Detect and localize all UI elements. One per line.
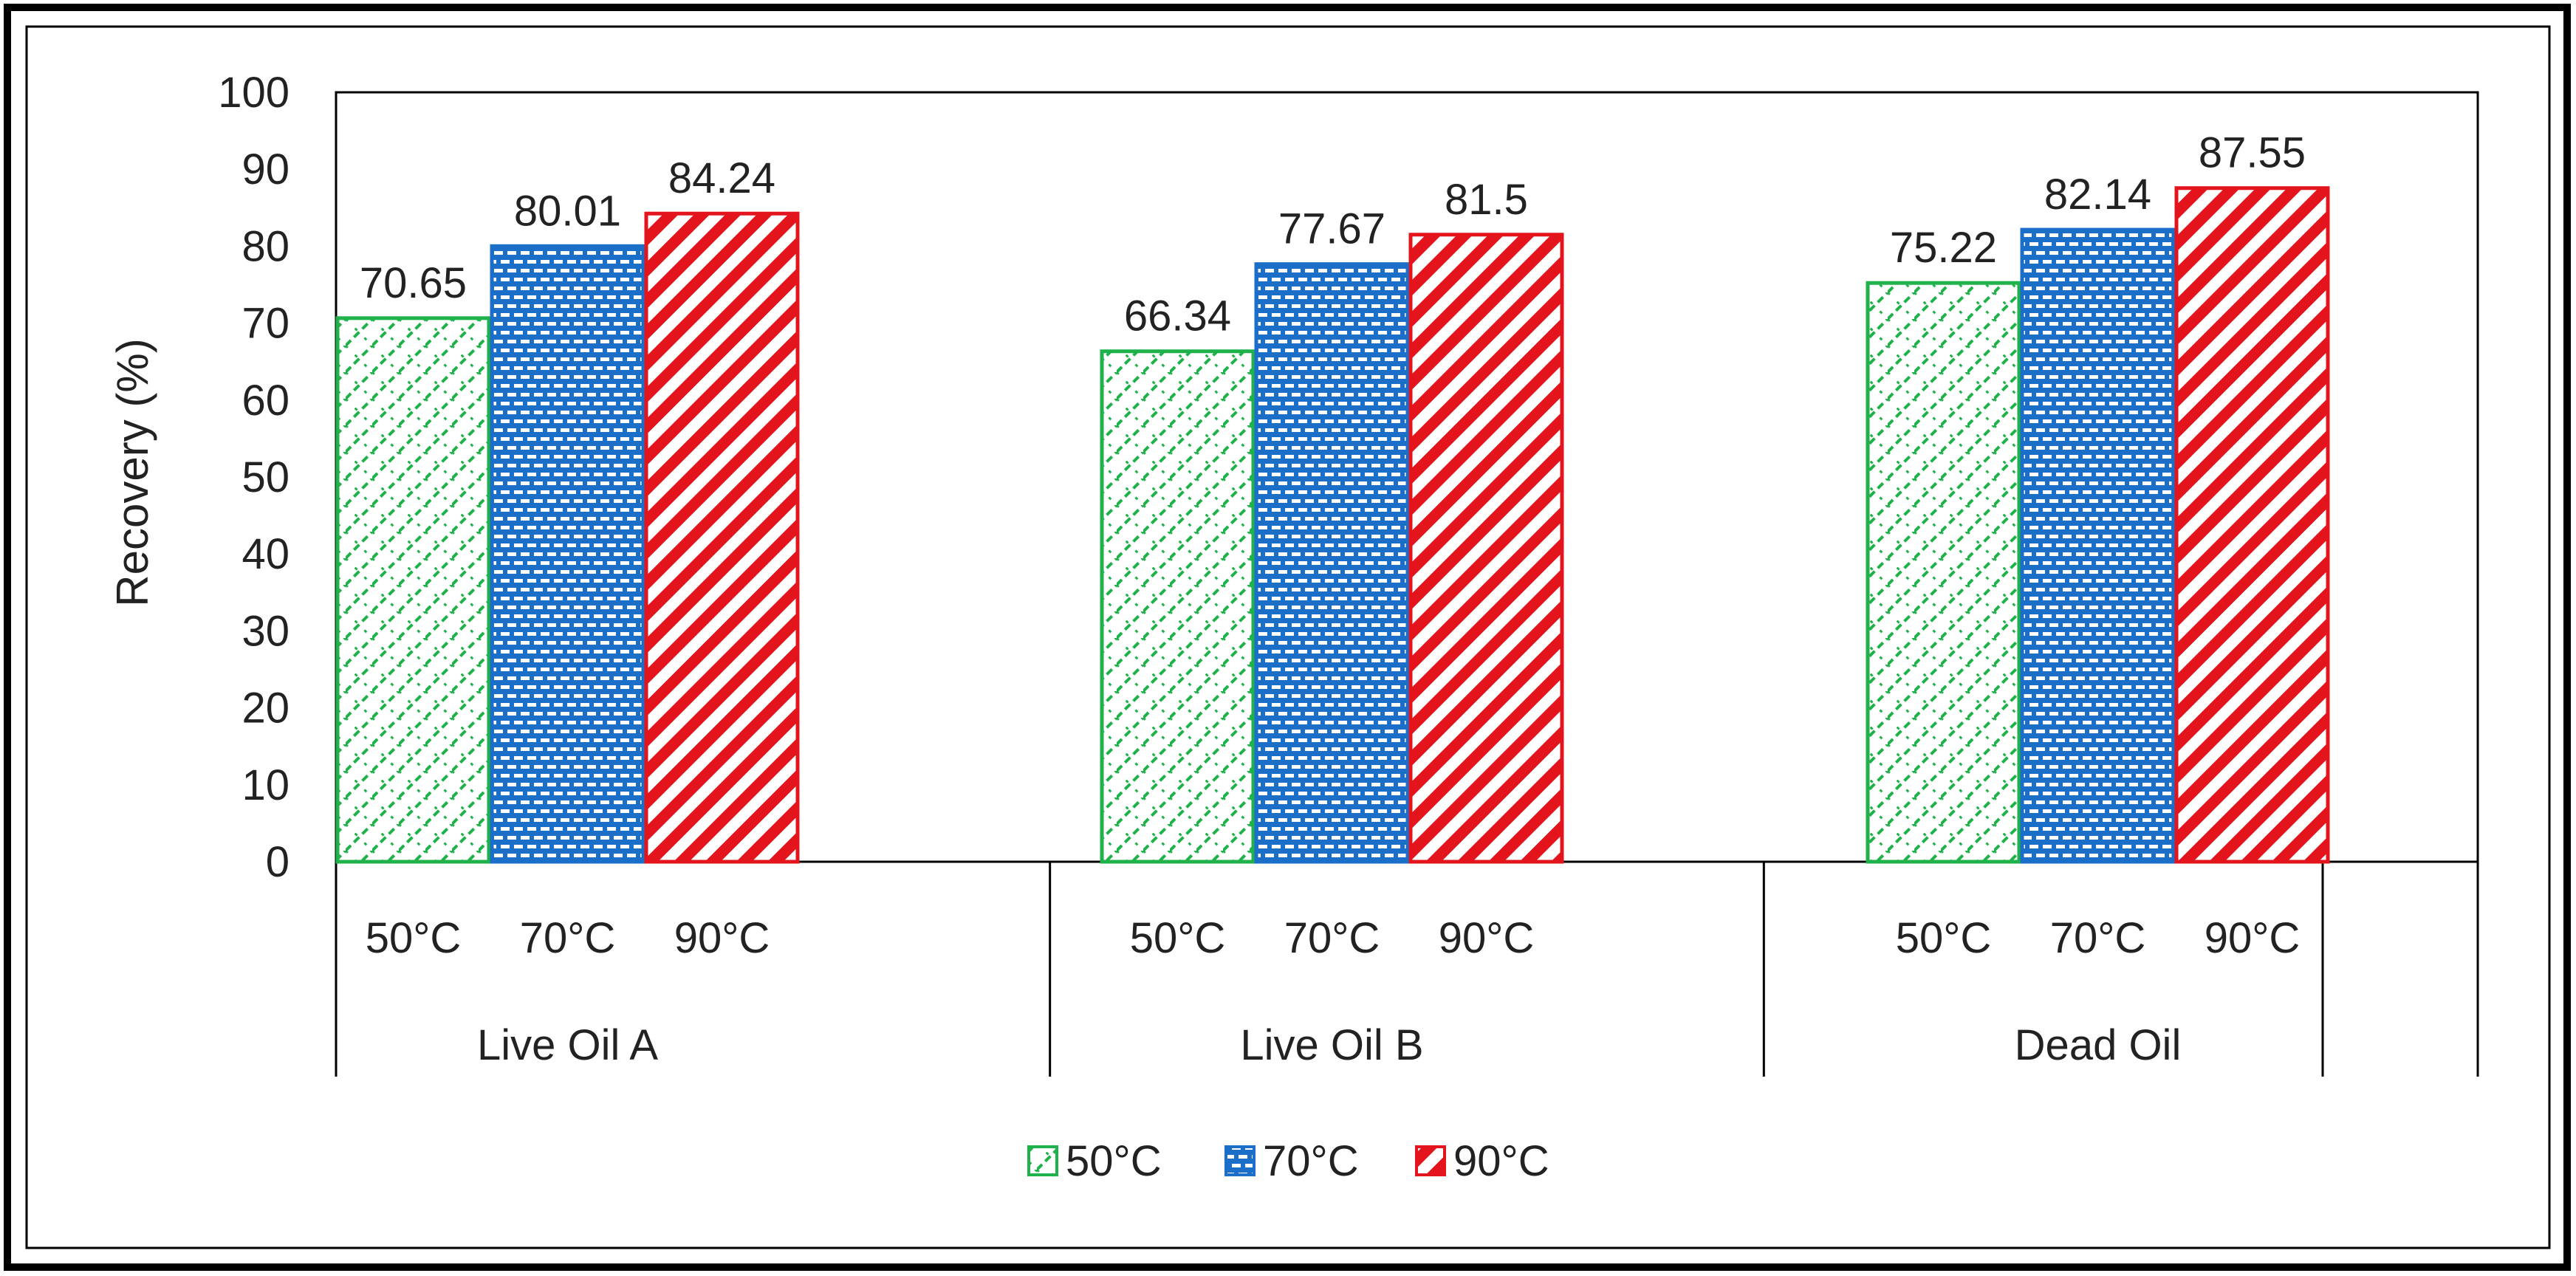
legend-swatch-50c xyxy=(1027,1145,1058,1176)
category-tick-label: 50°C xyxy=(366,914,462,962)
y-tick-label: 30 xyxy=(242,607,290,655)
category-tick-label: 70°C xyxy=(520,914,616,962)
legend-swatch-70c xyxy=(1224,1145,1256,1176)
y-tick-label: 50 xyxy=(242,453,290,501)
legend-label-50c: 50°C xyxy=(1066,1137,1162,1185)
bar xyxy=(1254,262,1410,864)
y-tick-label: 90 xyxy=(242,145,290,193)
data-label: 87.55 xyxy=(2199,129,2306,177)
group-label: Live Oil B xyxy=(1240,1021,1423,1069)
data-label: 75.22 xyxy=(1890,224,1997,272)
y-tick-label: 10 xyxy=(242,761,290,809)
data-label: 84.24 xyxy=(668,154,775,202)
data-label: 82.14 xyxy=(2044,171,2151,219)
y-tick-label: 0 xyxy=(266,838,290,886)
category-tick-label: 70°C xyxy=(1284,914,1380,962)
category-tick-label: 50°C xyxy=(1896,914,1992,962)
data-label: 70.65 xyxy=(360,259,467,307)
bar xyxy=(335,316,491,864)
data-label: 77.67 xyxy=(1278,205,1385,253)
bar xyxy=(490,244,645,864)
y-tick-label: 80 xyxy=(242,222,290,270)
legend-swatch-90c xyxy=(1415,1145,1446,1176)
y-axis-title: Recovery (%) xyxy=(108,338,157,606)
group-label: Live Oil A xyxy=(477,1021,658,1069)
category-tick-label: 90°C xyxy=(1439,914,1535,962)
category-tick-label: 50°C xyxy=(1130,914,1226,962)
legend: 50°C 70°C 90°C xyxy=(1027,1137,1549,1185)
bar xyxy=(2020,227,2176,864)
y-tick-label: 100 xyxy=(218,69,290,117)
inner-frame xyxy=(25,25,2551,1249)
legend-label-90c: 90°C xyxy=(1453,1137,1549,1185)
plot-area: 0 10 20 30 40 50 60 70 80 90 100 70.65 50°C 80.01 70°C… xyxy=(218,69,2479,1077)
y-tick-label: 20 xyxy=(242,685,290,733)
bar xyxy=(1408,233,1564,864)
group-label: Dead Oil xyxy=(2015,1021,2182,1069)
bar xyxy=(644,211,800,864)
category-tick-label: 70°C xyxy=(2050,914,2146,962)
category-tick-label: 90°C xyxy=(2205,914,2301,962)
data-label: 66.34 xyxy=(1124,292,1231,340)
y-tick-label: 70 xyxy=(242,300,290,348)
legend-label-70c: 70°C xyxy=(1263,1137,1359,1185)
data-label: 81.5 xyxy=(1445,176,1528,224)
y-tick-label: 60 xyxy=(242,377,290,425)
category-tick-label: 90°C xyxy=(674,914,770,962)
bar xyxy=(2174,186,2330,864)
y-tick-label: 40 xyxy=(242,530,290,578)
bar xyxy=(1866,281,2021,864)
bar xyxy=(1100,349,1256,864)
data-label: 80.01 xyxy=(514,187,621,235)
